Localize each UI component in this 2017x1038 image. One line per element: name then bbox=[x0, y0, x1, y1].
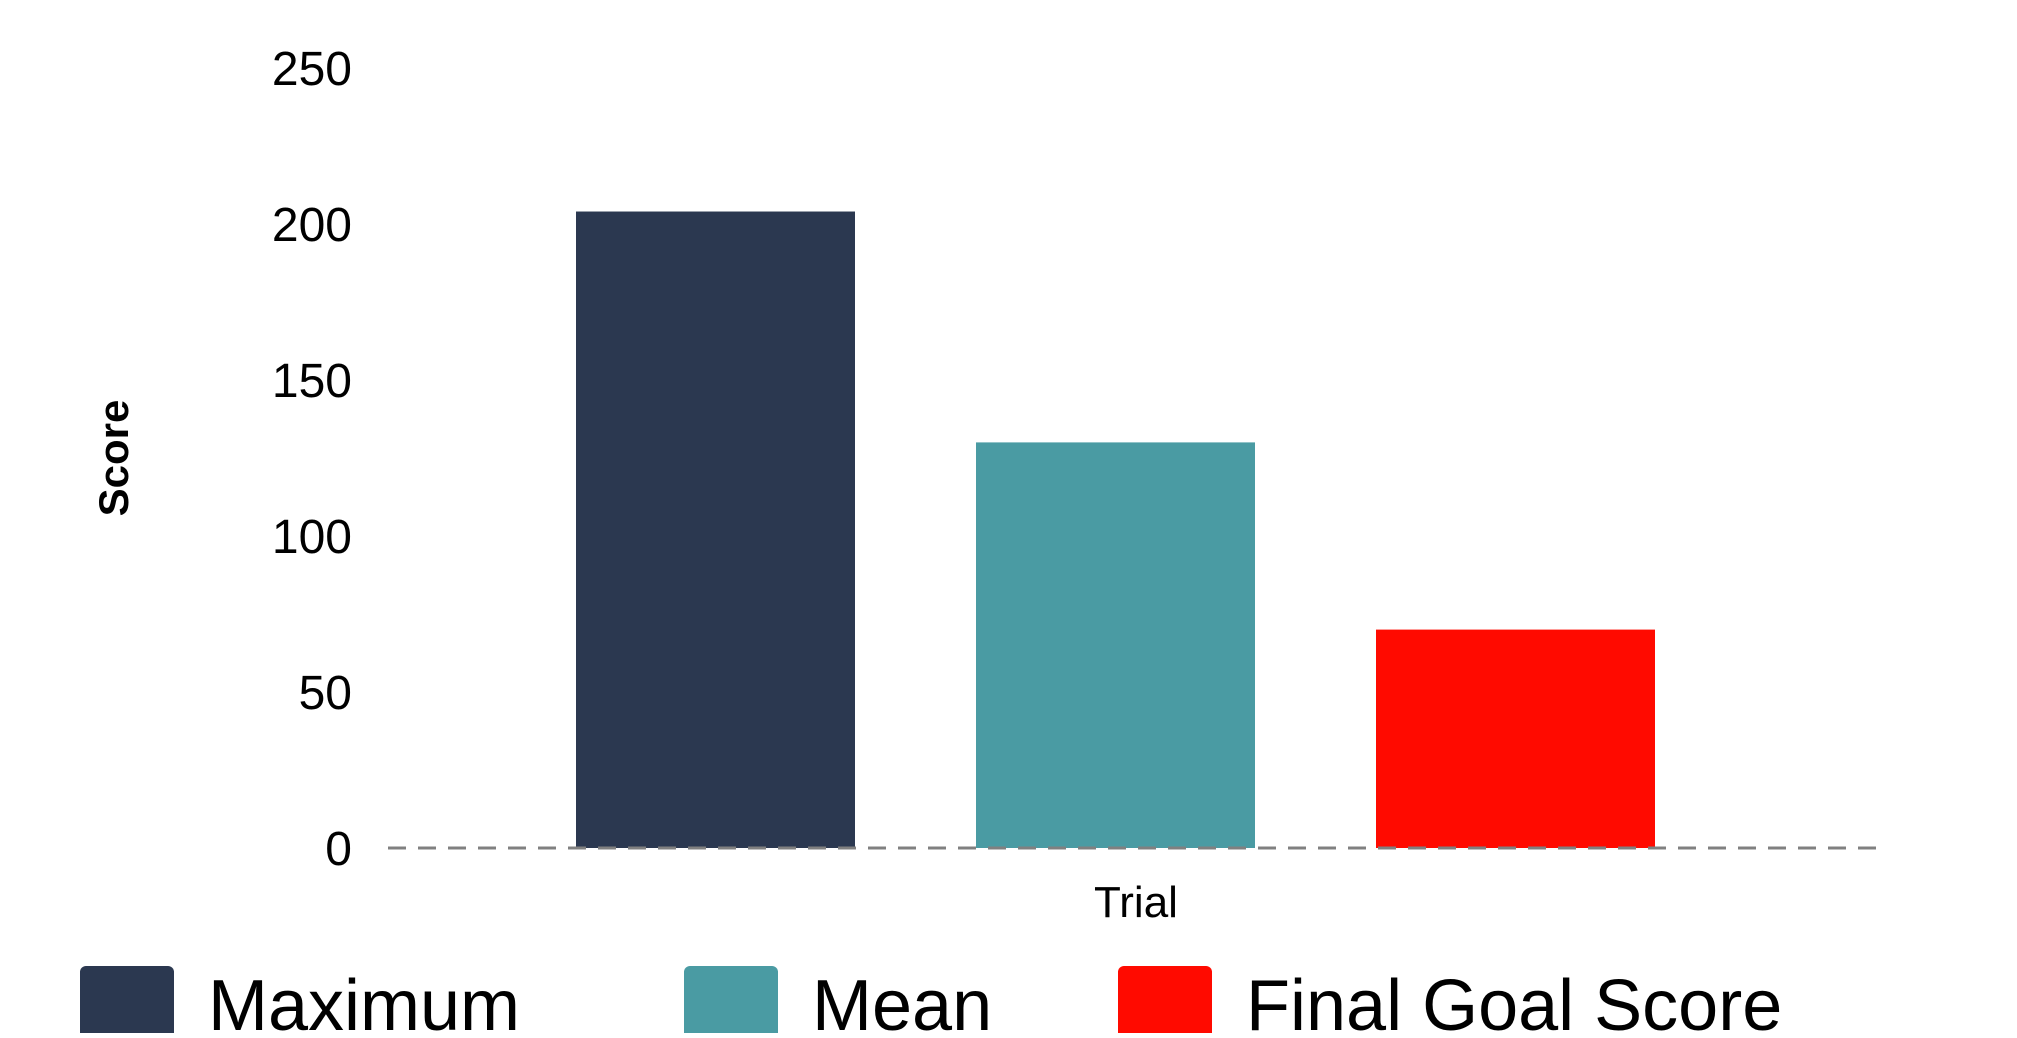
legend-item: Maximum bbox=[80, 966, 520, 1038]
legend-item: Final Goal Score bbox=[1118, 966, 1782, 1038]
y-tick-label: 150 bbox=[272, 355, 352, 408]
bar-final-goal-score bbox=[1376, 629, 1655, 848]
legend-label: Maximum bbox=[208, 966, 520, 1033]
bar-maximum bbox=[576, 211, 855, 848]
bars-group bbox=[576, 211, 1655, 848]
y-axis-label: Score bbox=[90, 400, 137, 517]
y-tick-label: 50 bbox=[299, 667, 352, 720]
legend-swatch bbox=[684, 966, 778, 1038]
x-tick-label: Trial bbox=[1094, 878, 1178, 927]
y-axis-ticks: 0 50 100 150 200 250 bbox=[272, 43, 352, 876]
legend-label: Mean bbox=[812, 966, 992, 1033]
legend-label: Final Goal Score bbox=[1246, 966, 1782, 1033]
y-tick-label: 250 bbox=[272, 43, 352, 96]
legend-item: Mean bbox=[684, 966, 992, 1038]
legend: Maximum Mean Final Goal Score bbox=[80, 966, 1782, 1038]
y-tick-label: 200 bbox=[272, 199, 352, 252]
bar-mean bbox=[976, 442, 1255, 848]
legend-swatch bbox=[80, 966, 174, 1038]
x-axis-ticks: Trial bbox=[1094, 878, 1178, 927]
y-tick-label: 100 bbox=[272, 511, 352, 564]
legend-swatch bbox=[1118, 966, 1212, 1038]
y-tick-label: 0 bbox=[325, 823, 352, 876]
